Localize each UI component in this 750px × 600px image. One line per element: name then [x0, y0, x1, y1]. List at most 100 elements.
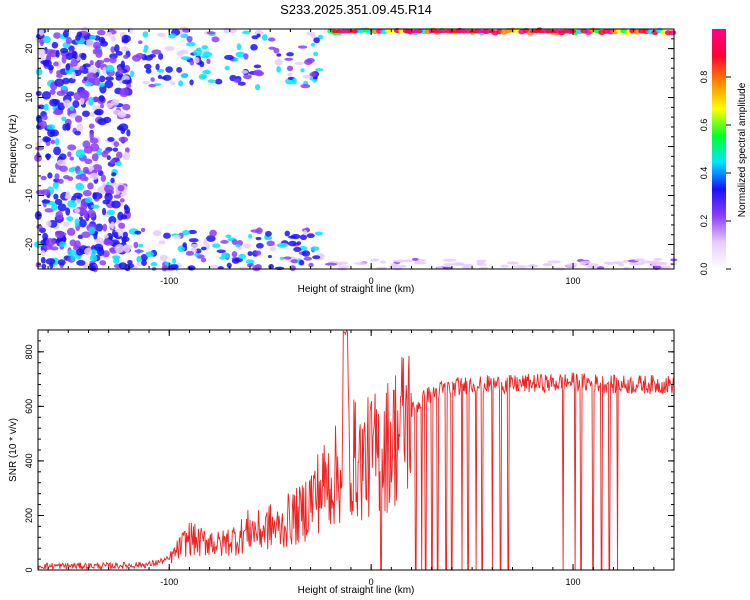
heatmap-cell [99, 84, 107, 94]
figure-title: S233.2025.351.09.45.R14 [280, 2, 432, 17]
heatmap-cell [91, 96, 100, 103]
heatmap-cell [254, 84, 261, 91]
heatmap-cell [201, 74, 208, 79]
heatmap-cell [133, 241, 139, 249]
heatmap-cell [65, 36, 73, 45]
snr-x-axis: -100 0 100 [47, 330, 675, 587]
heatmap-cell [141, 259, 147, 266]
heatmap-cell [268, 37, 276, 42]
heatmap-cell [104, 76, 114, 81]
heatmap-cell [118, 136, 129, 143]
heatmap-cell [206, 31, 216, 35]
heatmap-cell [40, 250, 46, 257]
heatmap-cell [76, 123, 84, 132]
heatmap-cell [86, 72, 97, 82]
heatmap-y-tick-label: 20 [24, 44, 34, 54]
heatmap-cell [313, 37, 320, 44]
heatmap-cell [158, 240, 166, 245]
heatmap-cell [44, 208, 54, 213]
colorbar-tick-label: 0.8 [699, 71, 709, 84]
heatmap-frame [37, 28, 675, 270]
heatmap-cell [89, 137, 99, 144]
heatmap-y-tick-label: 10 [24, 93, 34, 103]
snr-y-tick-label: 200 [24, 508, 34, 523]
heatmap-cell [70, 254, 76, 262]
heatmap-cell [98, 170, 104, 177]
heatmap-cell [62, 29, 69, 38]
heatmap-cell [656, 261, 664, 265]
heatmap-cell [411, 257, 419, 261]
heatmap-cell [306, 58, 315, 64]
heatmap-cell [151, 49, 162, 55]
snr-x-tick-label: -100 [160, 577, 178, 587]
heatmap-cell [118, 262, 127, 269]
heatmap-cell [158, 53, 164, 60]
heatmap-cell [610, 261, 624, 265]
heatmap-cell [212, 243, 221, 249]
heatmap-cell [163, 232, 171, 239]
heatmap-cell [126, 83, 132, 89]
heatmap-cell [283, 256, 292, 260]
heatmap-cell [113, 141, 120, 147]
heatmap-cell [110, 159, 116, 165]
heatmap-cell [160, 76, 167, 80]
heatmap-cell [117, 184, 125, 192]
heatmap-cell [75, 182, 84, 191]
heatmap-cell [200, 246, 207, 251]
heatmap-cell [390, 263, 397, 267]
colorbar-tick-label: 0.4 [699, 167, 709, 180]
heatmap-cell [65, 123, 71, 131]
heatmap-cell [114, 44, 120, 53]
heatmap-cell [279, 256, 285, 260]
heatmap-cell [224, 65, 230, 71]
heatmap-cell [289, 265, 296, 272]
heatmap-cell [120, 126, 126, 135]
heatmap-cell [286, 72, 293, 76]
heatmap-cell [47, 128, 56, 138]
heatmap-cell [82, 189, 92, 197]
heatmap-cell [66, 216, 74, 222]
heatmap-cell [309, 72, 317, 77]
heatmap-cell [88, 96, 94, 106]
colorbar-ticks: 0.0 0.2 0.4 0.6 0.8 [699, 71, 731, 275]
heatmap-cell [274, 266, 285, 271]
heatmap-cell [115, 161, 122, 167]
heatmap-cell [231, 239, 238, 245]
heatmap-cell [103, 238, 112, 245]
heatmap-cell [75, 174, 82, 180]
heatmap-cell [84, 158, 93, 165]
heatmap-cell [145, 251, 155, 258]
heatmap-cell [95, 223, 104, 232]
heatmap-cell [180, 73, 188, 79]
heatmap-cell [140, 227, 146, 233]
heatmap-cell [129, 70, 135, 78]
heatmap-cell [267, 254, 273, 259]
heatmap-x-tick-label: 100 [566, 276, 581, 286]
heatmap-cell [75, 149, 86, 158]
heatmap-cell [49, 246, 59, 251]
heatmap-cell [442, 258, 457, 262]
heatmap-cell [248, 233, 253, 239]
heatmap-cell [69, 156, 75, 161]
heatmap-cell [109, 56, 117, 64]
heatmap-cell [49, 98, 59, 107]
heatmap-cell [231, 251, 238, 258]
heatmap-cell [235, 51, 246, 58]
heatmap-cell [45, 258, 56, 265]
heatmap-cell [99, 103, 105, 109]
heatmap-cell [296, 241, 302, 245]
heatmap-cell [38, 27, 44, 36]
heatmap-cell [94, 60, 102, 68]
heatmap-cell [393, 259, 407, 263]
heatmap-cell [243, 74, 252, 80]
heatmap-cell [96, 29, 106, 36]
colorbar-label: Normalized spectral amplitude [737, 82, 748, 217]
heatmap-cell [54, 173, 60, 180]
heatmap-cell [314, 231, 323, 236]
heatmap-cell [65, 52, 74, 60]
heatmap-cell [45, 49, 55, 55]
heatmap-cell [629, 262, 639, 266]
heatmap-cell [71, 71, 76, 80]
colorbar-tick-label: 0.6 [699, 119, 709, 132]
heatmap-cell [97, 117, 107, 126]
